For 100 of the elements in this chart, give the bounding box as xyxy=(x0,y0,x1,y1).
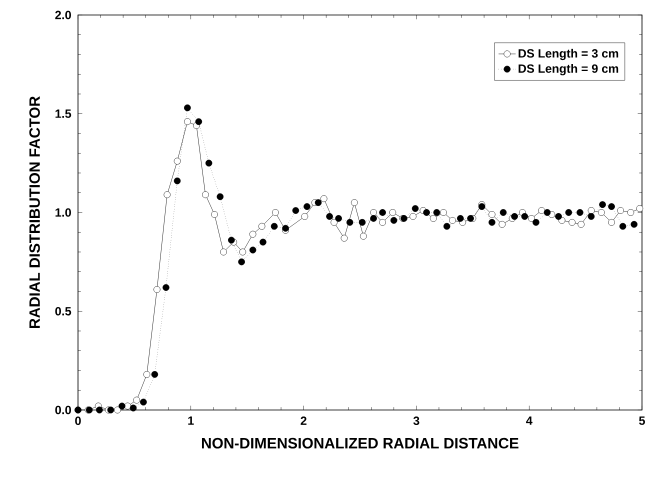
point xyxy=(532,218,540,226)
point xyxy=(598,209,605,216)
point xyxy=(330,218,338,226)
point xyxy=(220,248,227,256)
point xyxy=(164,191,171,198)
point xyxy=(608,203,615,210)
point xyxy=(412,205,419,212)
point xyxy=(544,209,551,216)
point xyxy=(304,203,310,210)
point xyxy=(162,284,170,291)
point xyxy=(565,209,572,216)
y-tick-label: 0.5 xyxy=(55,306,72,316)
point xyxy=(249,230,256,238)
point xyxy=(292,207,300,214)
x-tick-label: 3 xyxy=(413,416,420,426)
point xyxy=(350,199,358,206)
point xyxy=(358,218,366,226)
point xyxy=(340,234,348,242)
point xyxy=(154,286,160,293)
x-tick-label: 5 xyxy=(639,416,645,425)
point xyxy=(578,220,584,228)
legend-label: DS Length = 3 cm xyxy=(518,48,618,60)
point xyxy=(211,211,218,218)
point xyxy=(184,118,191,126)
point xyxy=(433,209,440,216)
point xyxy=(410,213,416,220)
point xyxy=(301,213,308,220)
point xyxy=(528,215,535,222)
y-tick-label: 2.0 xyxy=(55,10,71,20)
point xyxy=(118,402,126,410)
point xyxy=(488,211,496,218)
y-tick-label: 1.5 xyxy=(56,110,72,118)
point xyxy=(239,248,246,256)
point xyxy=(326,213,333,220)
point xyxy=(627,209,634,216)
point xyxy=(619,222,626,230)
point xyxy=(430,215,437,222)
point xyxy=(389,209,396,216)
point xyxy=(314,199,322,206)
point xyxy=(511,213,518,220)
point xyxy=(174,177,181,184)
point xyxy=(588,207,595,214)
point xyxy=(608,218,615,226)
point xyxy=(617,207,624,214)
x-tick-label: 2 xyxy=(300,416,306,425)
point xyxy=(96,406,103,414)
point xyxy=(498,220,506,228)
x-tick-label: 4 xyxy=(526,416,532,425)
point xyxy=(202,191,209,198)
point xyxy=(195,118,202,126)
point xyxy=(335,215,342,222)
point xyxy=(174,158,181,165)
point xyxy=(630,220,638,228)
point xyxy=(216,193,224,200)
point xyxy=(636,205,644,212)
point xyxy=(488,218,496,226)
point xyxy=(568,218,576,226)
point xyxy=(443,222,450,230)
point xyxy=(423,209,430,216)
point xyxy=(576,209,584,216)
point xyxy=(151,371,158,378)
point xyxy=(205,160,212,167)
point xyxy=(258,222,266,230)
point xyxy=(270,222,278,230)
point xyxy=(467,215,474,222)
point xyxy=(379,218,386,226)
point xyxy=(440,209,447,216)
x-tick-label: 1 xyxy=(188,416,194,425)
point xyxy=(449,216,456,224)
y-tick-label: 1.0 xyxy=(56,208,71,217)
legend-label: DS Length = 9 cm xyxy=(518,64,618,76)
x-tick-label: 0 xyxy=(75,416,81,426)
y-tick-label: 0.0 xyxy=(55,406,71,414)
point xyxy=(249,246,256,254)
point xyxy=(521,213,528,220)
point xyxy=(140,398,147,406)
point xyxy=(390,216,398,224)
point xyxy=(272,209,279,216)
point xyxy=(360,232,367,240)
point xyxy=(130,404,137,412)
point xyxy=(228,236,235,244)
point xyxy=(599,201,606,208)
point xyxy=(588,213,595,220)
point xyxy=(133,396,140,404)
point xyxy=(456,215,464,222)
point xyxy=(260,238,266,246)
point xyxy=(184,104,191,112)
point xyxy=(320,195,328,202)
point xyxy=(370,209,377,216)
point xyxy=(370,215,377,222)
point xyxy=(107,406,114,414)
point xyxy=(346,218,354,226)
point xyxy=(124,402,132,410)
point xyxy=(500,209,507,216)
point xyxy=(379,209,386,216)
y-axis-title: RADIAL DISTRIBUTION FACTOR xyxy=(29,96,40,328)
point xyxy=(555,213,562,220)
x-axis-title: NON-DIMENSIONALIZED RADIAL DISTANCE xyxy=(202,438,518,449)
point xyxy=(143,371,150,378)
point xyxy=(114,406,121,414)
